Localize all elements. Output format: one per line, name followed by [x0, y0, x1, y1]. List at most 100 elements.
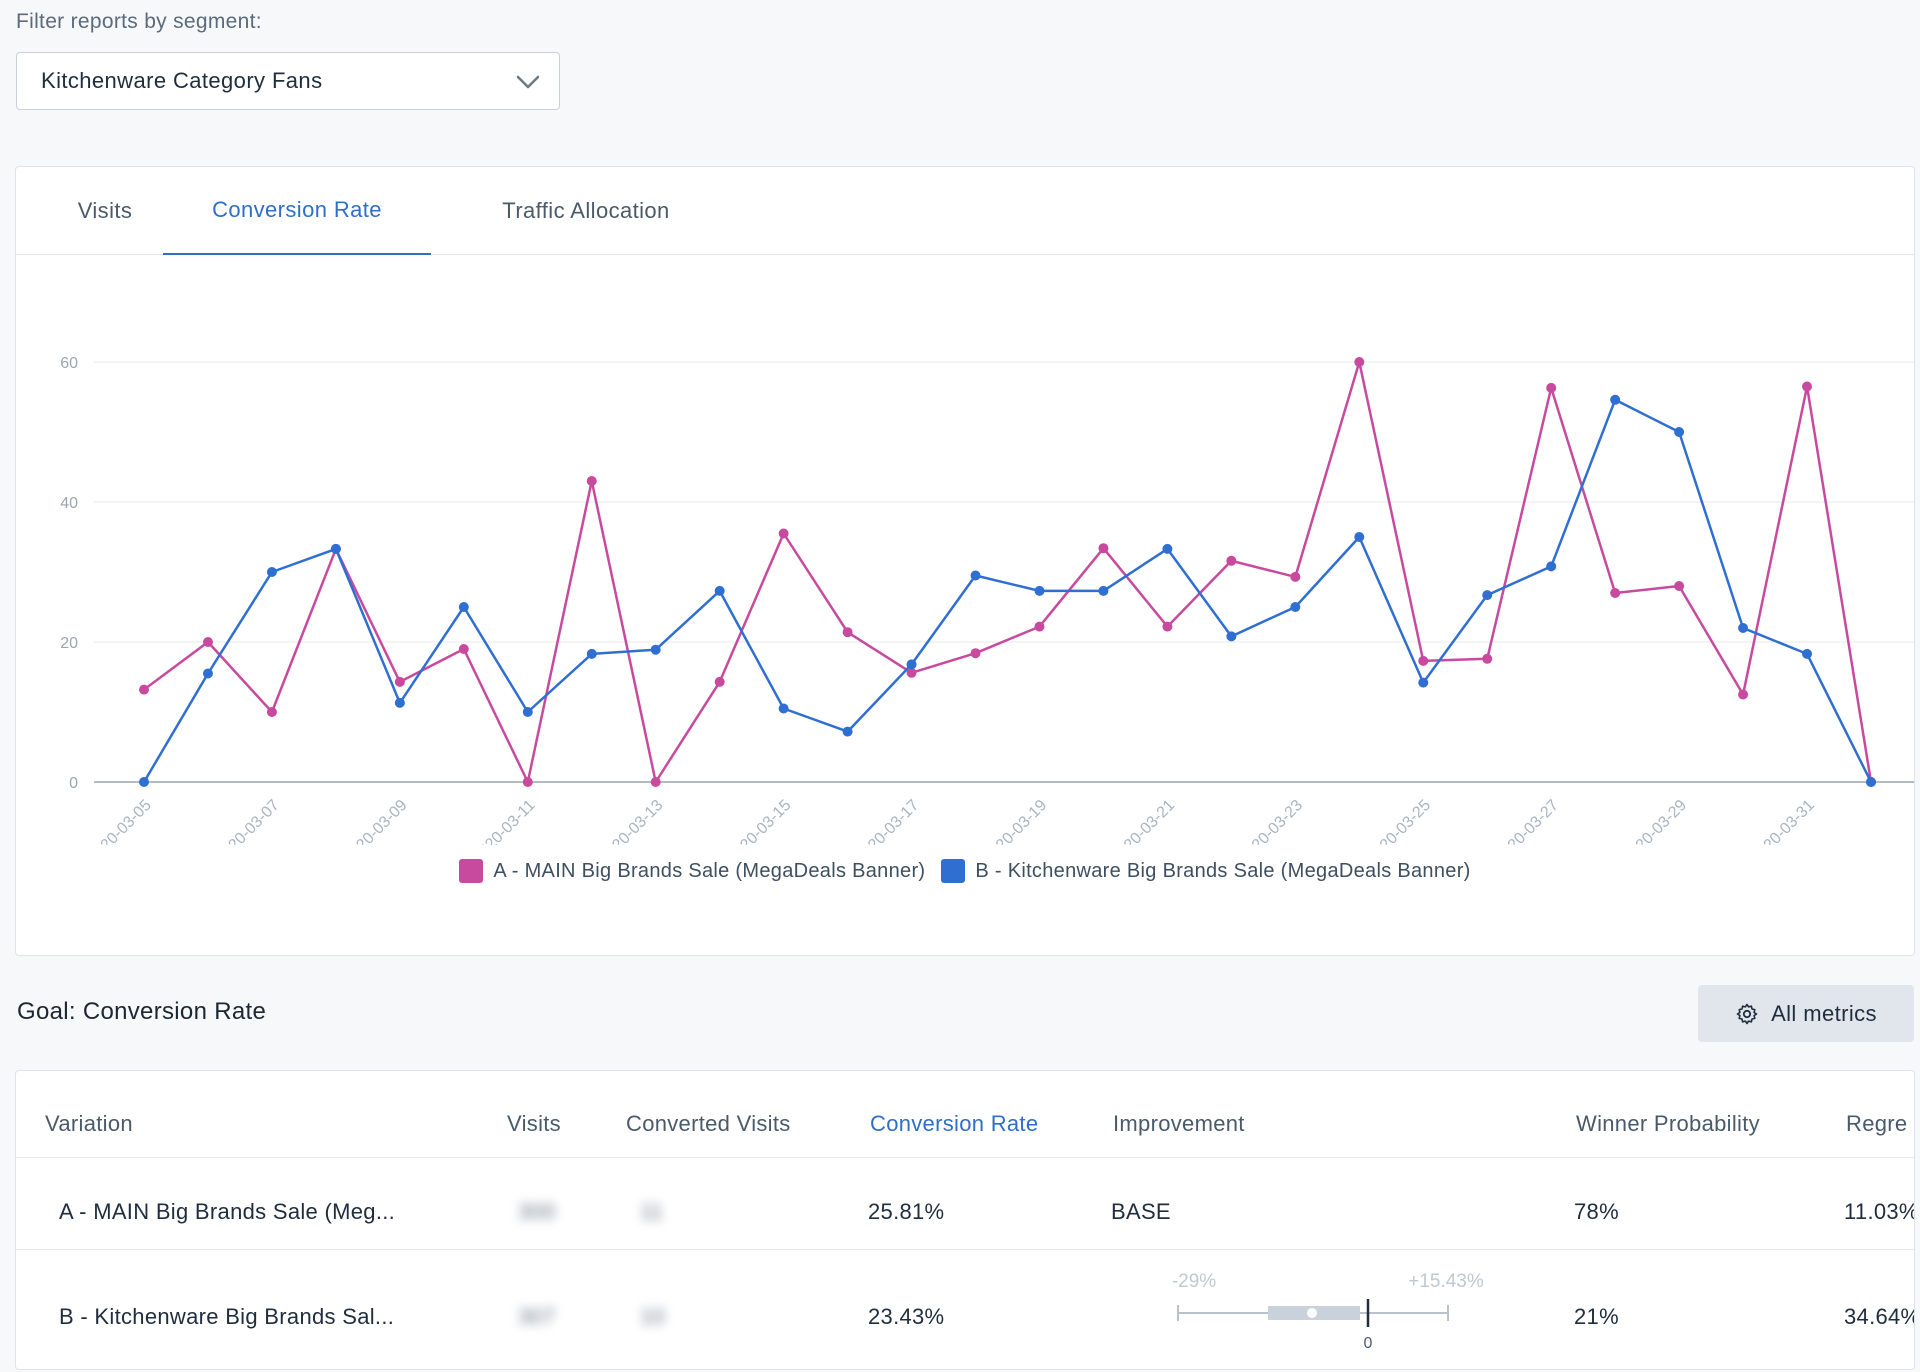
improvement-interval-chart: -29% +15.43% 0	[1172, 1271, 1484, 1352]
ci-high-label: +15.43%	[1408, 1271, 1484, 1292]
series-line-b	[142, 398, 1873, 783]
y-tick-label: 40	[60, 495, 78, 512]
chart-legend: A - MAIN Big Brands Sale (MegaDeals Bann…	[16, 859, 1914, 883]
data-point-a	[586, 476, 597, 486]
ci-median-dot	[1307, 1308, 1317, 1318]
data-point-a	[139, 684, 149, 695]
data-point-b	[714, 585, 725, 596]
segment-select[interactable]: Kitchenware Category Fans	[16, 52, 560, 110]
chart-card: Visits Conversion Rate Traffic Allocatio…	[15, 166, 1915, 956]
header-converted-visits[interactable]: Converted Visits	[626, 1111, 791, 1136]
x-tick-label: 2020-03-25	[1364, 797, 1434, 845]
data-point-a	[650, 777, 661, 787]
row-b-regret: 34.64%	[1844, 1304, 1915, 1329]
data-point-b	[586, 648, 597, 659]
row-divider	[16, 1157, 1914, 1158]
data-point-b	[778, 703, 789, 714]
data-point-a	[394, 676, 405, 687]
tab-visits[interactable]: Visits	[77, 198, 133, 223]
all-metrics-button[interactable]: All metrics	[1698, 985, 1914, 1042]
row-a-conversion-rate: 25.81%	[868, 1199, 945, 1224]
x-tick-label: 2020-03-29	[1620, 797, 1690, 845]
header-conversion-rate[interactable]: Conversion Rate	[870, 1111, 1039, 1136]
data-point-a	[1162, 621, 1173, 632]
header-winner-probability[interactable]: Winner Probability	[1576, 1111, 1760, 1136]
data-point-a	[970, 648, 981, 659]
header-regret[interactable]: Regre	[1846, 1111, 1908, 1136]
tab-conversion-rate[interactable]: Conversion Rate	[163, 167, 431, 255]
legend-item-a[interactable]: A - MAIN Big Brands Sale (MegaDeals Bann…	[459, 859, 925, 883]
chevron-down-icon	[516, 75, 540, 89]
x-tick-label: 2020-03-17	[852, 797, 922, 845]
data-point-b	[1610, 394, 1621, 405]
data-point-b	[1226, 631, 1237, 642]
data-point-a	[1546, 382, 1557, 393]
conversion-rate-line-chart: 0 20 40 60 2020-03-05 2020-03-07 2020-03-09 202…	[60, 355, 1914, 845]
data-point-a	[1418, 655, 1429, 666]
data-point-b	[202, 668, 213, 679]
data-point-b	[458, 602, 469, 612]
data-point-b	[970, 570, 981, 581]
chart-tabs: Visits Conversion Rate Traffic Allocatio…	[16, 167, 1914, 255]
data-point-b	[1674, 427, 1685, 437]
data-point-a	[522, 777, 533, 787]
tab-traffic-allocation[interactable]: Traffic Allocation	[502, 198, 670, 223]
row-a-converted: 11	[640, 1199, 664, 1224]
data-point-a	[842, 627, 853, 638]
header-visits[interactable]: Visits	[507, 1111, 561, 1136]
row-divider	[16, 1249, 1914, 1250]
header-improvement[interactable]: Improvement	[1113, 1111, 1245, 1136]
data-point-b	[1034, 585, 1045, 596]
x-tick-label: 2020-03-27	[1492, 797, 1562, 845]
row-b-winner-probability: 21%	[1574, 1304, 1619, 1329]
row-a-improvement: BASE	[1111, 1199, 1171, 1224]
data-point-a	[1226, 555, 1237, 566]
all-metrics-label: All metrics	[1771, 1000, 1877, 1026]
data-point-b	[906, 659, 917, 670]
goal-title: Goal: Conversion Rate	[17, 998, 267, 1025]
data-point-b	[1546, 561, 1557, 572]
data-point-b	[1418, 677, 1429, 688]
data-point-a	[1802, 381, 1813, 392]
y-tick-label: 0	[69, 775, 78, 792]
data-point-a	[1290, 571, 1301, 582]
legend-swatch-a	[459, 859, 484, 883]
data-point-a	[1674, 581, 1685, 591]
row-b-variation[interactable]: B - Kitchenware Big Brands Sal...	[59, 1304, 395, 1329]
data-point-b	[330, 543, 341, 554]
row-b-converted: 10	[640, 1304, 666, 1329]
data-point-a	[202, 637, 213, 647]
data-point-a	[266, 707, 277, 717]
x-tick-label: 2020-03-15	[725, 797, 795, 845]
row-b-visits: 307	[518, 1304, 556, 1329]
x-tick-label: 2020-03-05	[85, 797, 155, 845]
row-a-winner-probability: 78%	[1574, 1199, 1619, 1224]
data-point-a	[1034, 621, 1045, 632]
data-point-b	[139, 777, 149, 787]
x-tick-label: 2020-03-11	[470, 797, 539, 845]
x-tick-label: 2020-03-13	[597, 797, 667, 845]
x-tick-label: 2020-03-07	[213, 797, 283, 845]
header-variation[interactable]: Variation	[45, 1111, 133, 1136]
gear-icon	[1736, 1003, 1758, 1024]
data-point-b	[1866, 777, 1876, 787]
segment-select-value: Kitchenware Category Fans	[41, 68, 323, 93]
legend-label-a: A - MAIN Big Brands Sale (MegaDeals Bann…	[493, 859, 926, 882]
legend-item-b[interactable]: B - Kitchenware Big Brands Sale (MegaDea…	[941, 859, 1470, 883]
data-point-a	[714, 676, 725, 687]
y-tick-label: 20	[60, 635, 78, 652]
data-point-a	[458, 644, 469, 654]
data-point-b	[522, 707, 533, 717]
data-point-b	[1098, 585, 1109, 596]
series-line-a	[143, 360, 1873, 784]
data-point-b	[1162, 543, 1173, 554]
data-point-a	[778, 528, 789, 539]
data-point-a	[906, 667, 917, 678]
y-tick-label: 60	[60, 355, 78, 372]
x-tick-label: 2020-03-23	[1236, 797, 1306, 845]
results-table: Variation Visits Converted Visits Conver…	[15, 1070, 1915, 1370]
row-a-variation[interactable]: A - MAIN Big Brands Sale (Meg...	[59, 1199, 396, 1224]
ci-zero-label: 0	[1364, 1335, 1373, 1352]
data-point-a	[1354, 357, 1365, 367]
data-point-b	[1290, 602, 1301, 612]
